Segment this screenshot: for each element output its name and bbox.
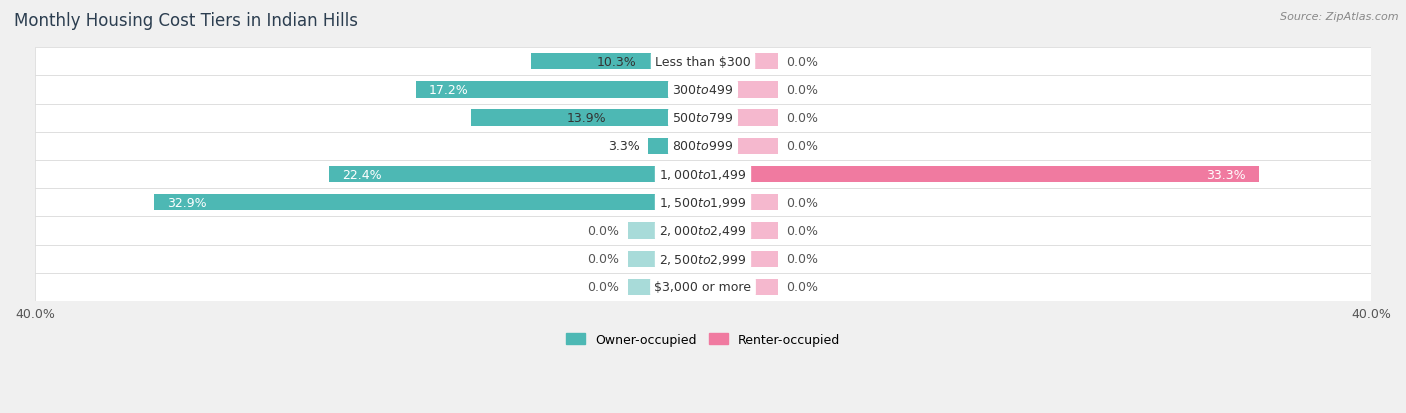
Bar (35, 48, 1371, 76)
Text: Less than $300: Less than $300 (655, 56, 751, 69)
Text: $800 to $999: $800 to $999 (672, 140, 734, 153)
Text: 0.0%: 0.0% (786, 224, 818, 237)
Text: 17.2%: 17.2% (429, 84, 468, 97)
Bar (471, 110, 703, 126)
Text: 33.3%: 33.3% (1206, 168, 1246, 181)
Bar (35, 161, 1371, 189)
Text: 0.0%: 0.0% (786, 112, 818, 125)
Text: 22.4%: 22.4% (342, 168, 382, 181)
Bar (35, 273, 1371, 301)
Bar (35, 76, 1371, 104)
Bar (35, 189, 1371, 217)
Text: Source: ZipAtlas.com: Source: ZipAtlas.com (1281, 12, 1399, 22)
Bar (329, 166, 703, 183)
Text: 3.3%: 3.3% (607, 140, 640, 153)
Bar (703, 110, 778, 126)
Text: $2,500 to $2,999: $2,500 to $2,999 (659, 252, 747, 266)
Text: 13.9%: 13.9% (567, 112, 607, 125)
Text: $1,000 to $1,499: $1,000 to $1,499 (659, 168, 747, 182)
Bar (703, 82, 778, 98)
Text: 0.0%: 0.0% (786, 84, 818, 97)
Bar (35, 217, 1371, 245)
Bar (153, 195, 703, 211)
Bar (628, 251, 703, 267)
Text: 10.3%: 10.3% (598, 56, 637, 69)
Bar (35, 133, 1371, 161)
Bar (35, 245, 1371, 273)
Bar (628, 223, 703, 239)
Bar (703, 223, 778, 239)
Bar (703, 138, 778, 154)
Bar (703, 54, 778, 70)
Text: 0.0%: 0.0% (786, 196, 818, 209)
Bar (35, 104, 1371, 133)
Text: 0.0%: 0.0% (786, 253, 818, 266)
Text: $500 to $799: $500 to $799 (672, 112, 734, 125)
Text: 0.0%: 0.0% (786, 56, 818, 69)
Text: 0.0%: 0.0% (588, 224, 620, 237)
Text: Monthly Housing Cost Tiers in Indian Hills: Monthly Housing Cost Tiers in Indian Hil… (14, 12, 359, 30)
Text: $2,000 to $2,499: $2,000 to $2,499 (659, 224, 747, 238)
Bar (416, 82, 703, 98)
Text: 0.0%: 0.0% (786, 140, 818, 153)
Text: 0.0%: 0.0% (786, 281, 818, 294)
Text: 0.0%: 0.0% (588, 253, 620, 266)
Bar (531, 54, 703, 70)
Bar (703, 279, 778, 295)
Text: $1,500 to $1,999: $1,500 to $1,999 (659, 196, 747, 210)
Text: 0.0%: 0.0% (588, 281, 620, 294)
Bar (703, 166, 1260, 183)
Bar (703, 251, 778, 267)
Bar (703, 195, 778, 211)
Text: 32.9%: 32.9% (167, 196, 207, 209)
Legend: Owner-occupied, Renter-occupied: Owner-occupied, Renter-occupied (561, 328, 845, 351)
Text: $3,000 or more: $3,000 or more (655, 281, 751, 294)
Text: $300 to $499: $300 to $499 (672, 84, 734, 97)
Bar (648, 138, 703, 154)
Bar (628, 279, 703, 295)
